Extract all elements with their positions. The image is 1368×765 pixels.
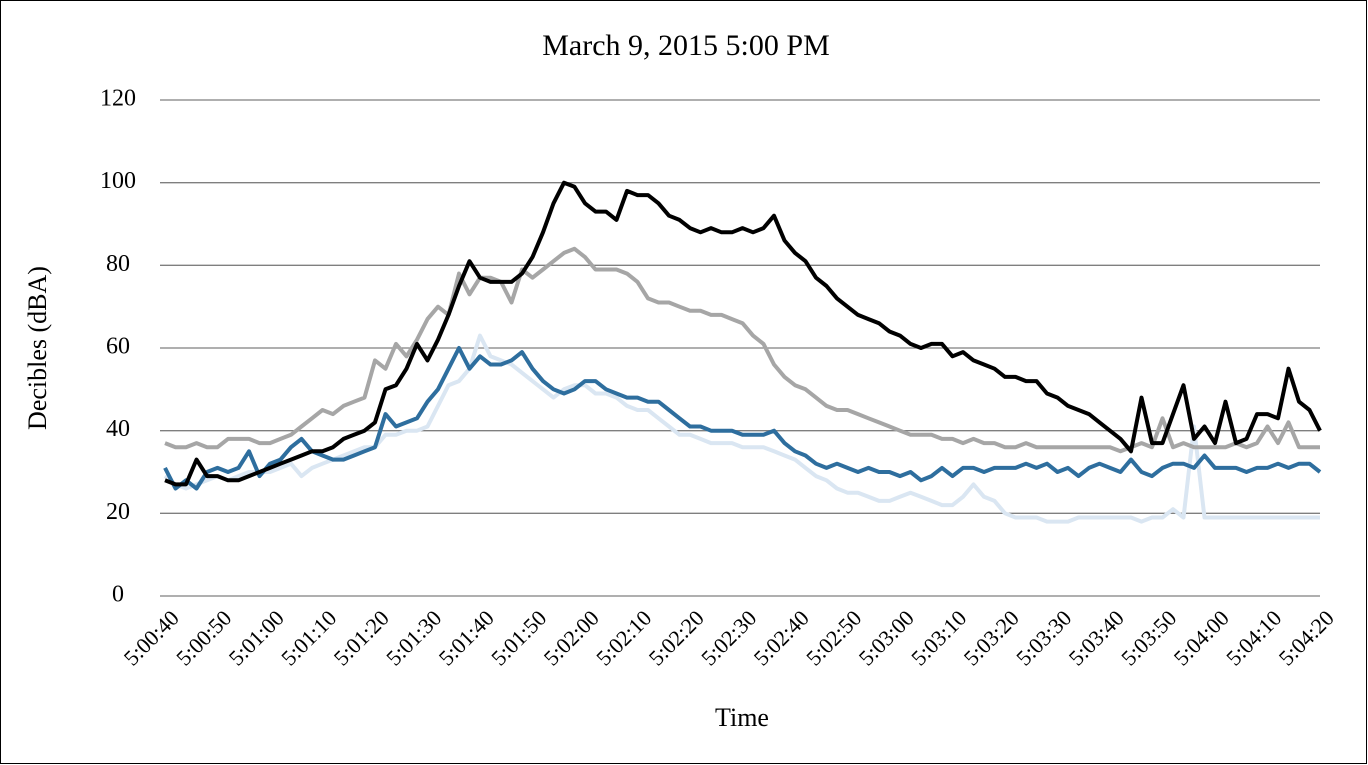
x-axis-label: Time — [715, 703, 769, 732]
chart-title: March 9, 2015 5:00 PM — [542, 29, 830, 62]
y-tick-label: 20 — [106, 499, 130, 525]
data-line — [164, 180, 1322, 487]
y-tick-label: 40 — [106, 416, 130, 442]
y-tick-label: 120 — [100, 86, 136, 112]
y-tick-label: 60 — [106, 334, 130, 360]
y-tick-label: 80 — [106, 251, 130, 277]
y-tick-label: 0 — [112, 582, 124, 608]
data-line — [163, 333, 1320, 524]
y-tick-label: 100 — [100, 168, 136, 194]
data-line — [163, 346, 1322, 491]
y-axis-label: Decibles (dBA) — [23, 266, 52, 430]
